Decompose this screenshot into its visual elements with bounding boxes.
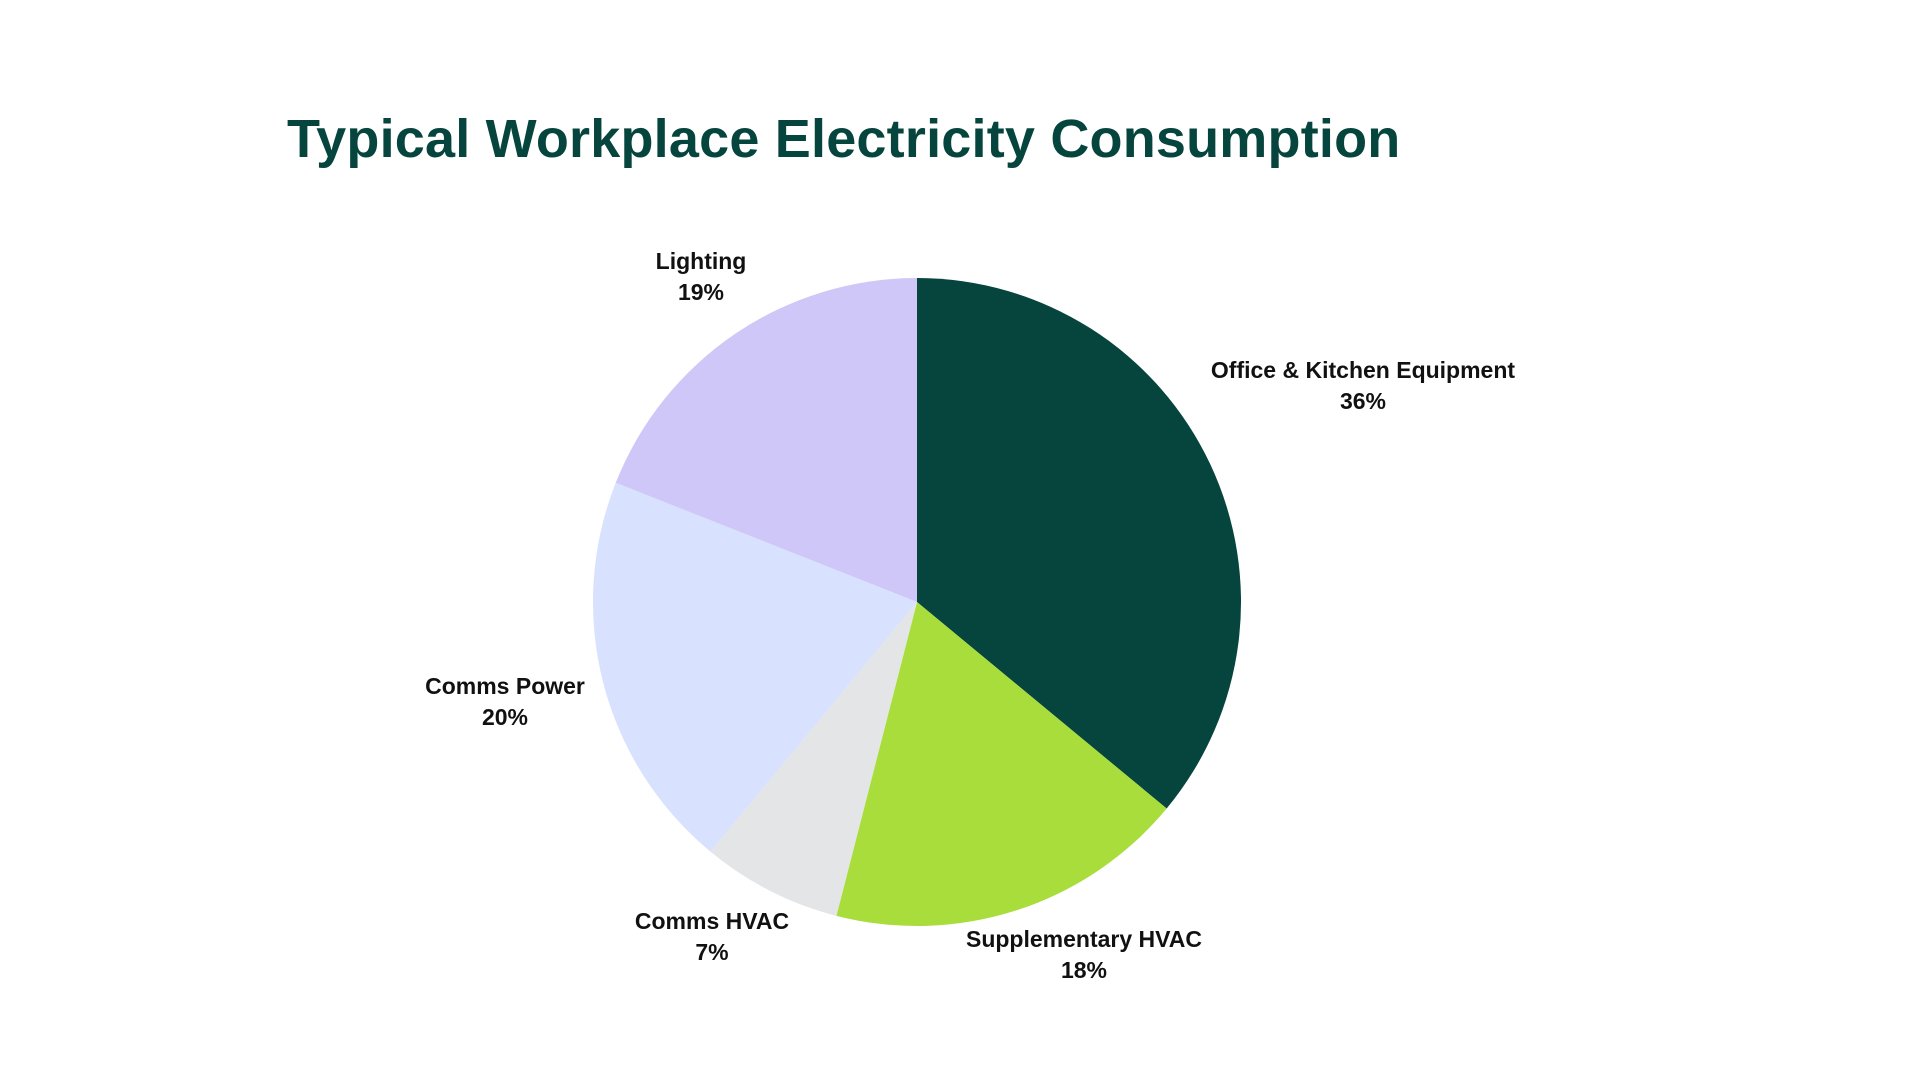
slice-value-lighting: 19%: [678, 279, 724, 305]
slice-label-comms-power: Comms Power: [425, 673, 585, 699]
slice-value-supplementary-hvac: 18%: [1061, 957, 1107, 983]
slice-value-comms-power: 20%: [482, 704, 528, 730]
slice-label-office-and-kitchen-equipment: Office & Kitchen Equipment: [1211, 357, 1515, 383]
slice-label-comms-hvac: Comms HVAC: [635, 908, 789, 934]
slice-label-supplementary-hvac: Supplementary HVAC: [966, 926, 1202, 952]
slice-label-lighting: Lighting: [656, 248, 747, 274]
pie-slice-supplementary-hvac: [836, 602, 1167, 927]
pie-slice-office-and-kitchen-equipment: [917, 278, 1242, 809]
chart-title: Typical Workplace Electricity Consumptio…: [287, 109, 1401, 169]
slice-value-comms-hvac: 7%: [695, 939, 728, 965]
pie-slice-comms-power: [592, 482, 917, 852]
pie-slices: [592, 278, 1242, 927]
pie-slice-lighting: [615, 278, 917, 602]
pie-slice-comms-hvac: [710, 602, 917, 916]
pie-labels: Office & Kitchen Equipment 36% Supplementa…: [425, 248, 1515, 983]
slice-value-office-and-kitchen-equipment: 36%: [1340, 388, 1386, 414]
